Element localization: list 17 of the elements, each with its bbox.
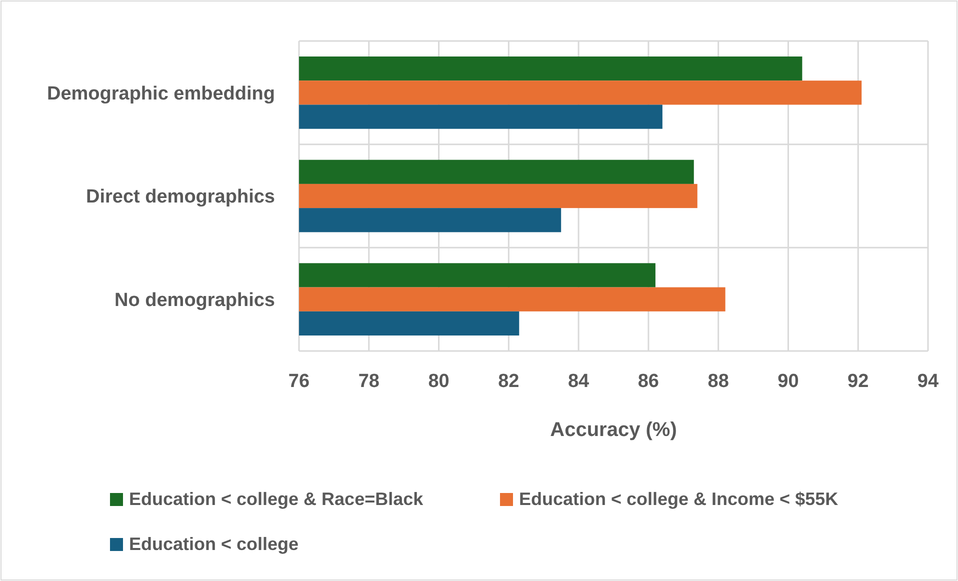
- x-tick-label: 94: [917, 371, 939, 392]
- x-tick-label: 84: [568, 371, 590, 392]
- legend-label: Education < college & Income < $55K: [519, 489, 838, 509]
- x-tick-label: 76: [288, 371, 310, 392]
- y-tick-label: Demographic embedding: [46, 83, 275, 104]
- x-tick-label: 86: [638, 371, 660, 392]
- x-tick-label: 80: [428, 371, 450, 392]
- y-tick-label: Direct demographics: [86, 186, 275, 208]
- x-tick-label: 78: [358, 371, 380, 392]
- y-tick-label: No demographics: [114, 290, 275, 311]
- x-tick-label: 92: [848, 371, 869, 392]
- legend-label: Education < college & Race=Black: [129, 489, 424, 509]
- legend-label: Education < college: [129, 534, 299, 554]
- x-tick-label: 88: [708, 371, 729, 392]
- x-axis-title: Accuracy (%): [550, 419, 677, 441]
- x-tick-label: 82: [498, 371, 520, 392]
- x-tick-label: 90: [778, 371, 799, 392]
